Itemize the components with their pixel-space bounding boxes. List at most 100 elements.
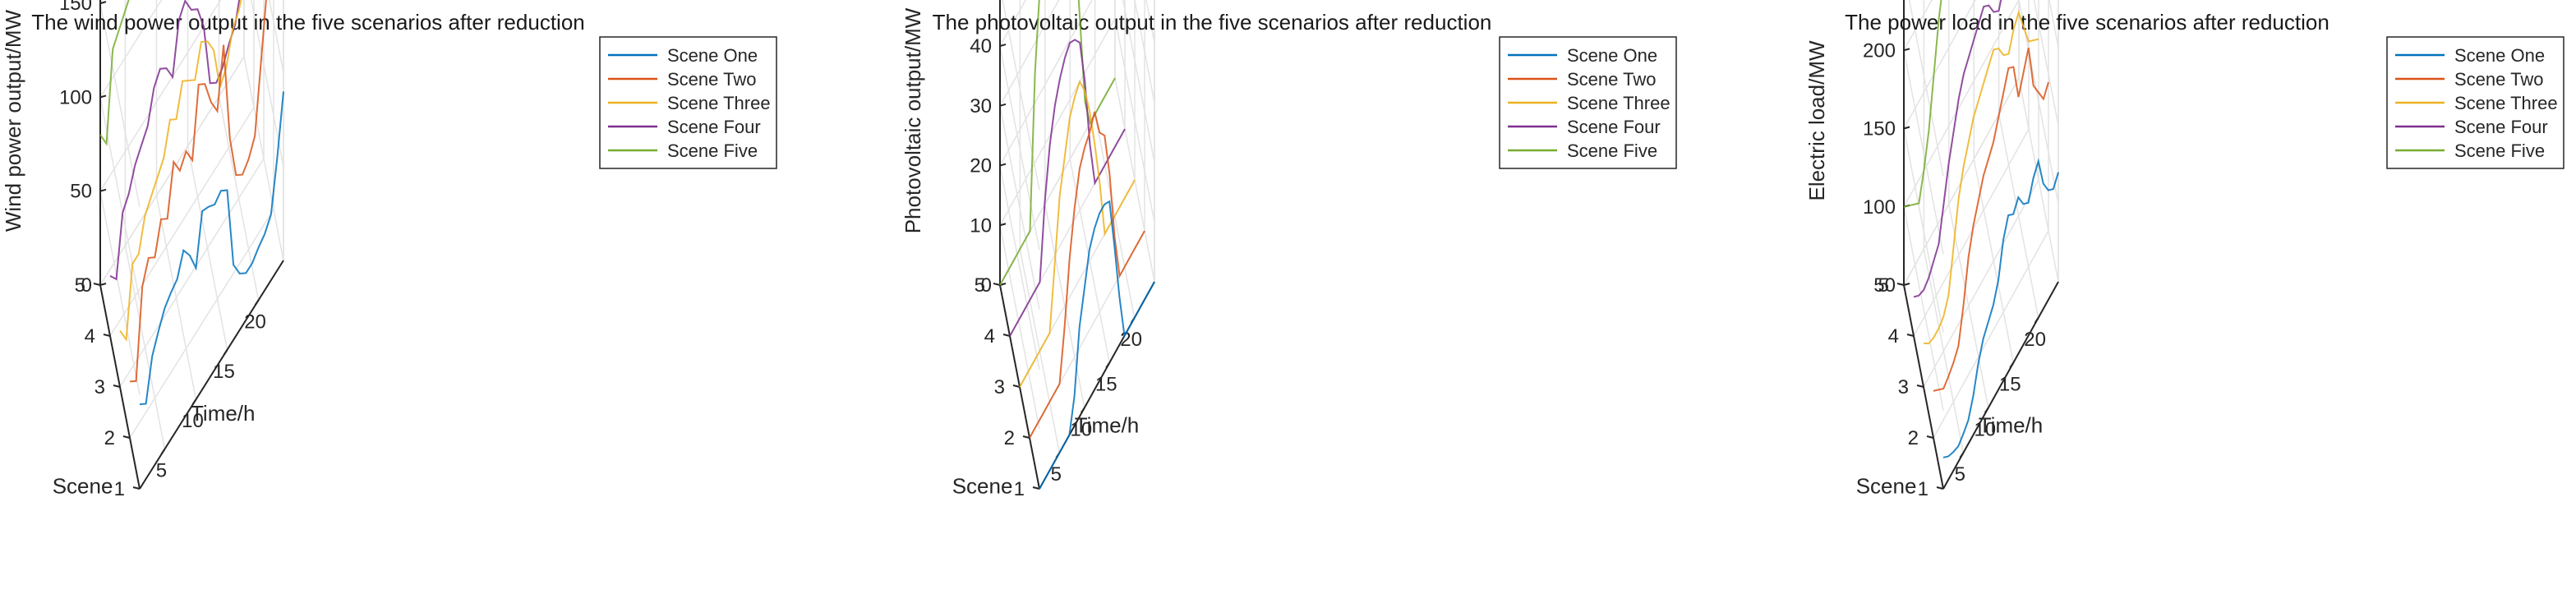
z-tick-label: 100 [59, 86, 92, 108]
series-line-5 [999, 0, 1116, 286]
grid-line [109, 107, 255, 337]
z-tick-label: 100 [1863, 196, 1896, 219]
scene-tick [1936, 486, 1944, 490]
legend-label-4: Scene Four [2454, 117, 2548, 137]
z-tick-label: 30 [970, 95, 992, 117]
z-tick [999, 44, 1007, 48]
time-tick-label: 10 [1974, 418, 1996, 440]
scene-tick-label: 2 [1908, 427, 1919, 449]
z-tick [1903, 283, 1910, 286]
series-line-4 [109, 0, 241, 281]
chart-title: The photovoltaic output in the five scen… [933, 10, 1492, 35]
series-line-3 [119, 0, 242, 343]
grid-line [1903, 206, 1944, 411]
z-tick-label: 0 [81, 274, 92, 297]
z-tick-label: 10 [970, 214, 992, 237]
series-line-4 [1913, 0, 2002, 298]
grid-line [999, 0, 1093, 166]
legend-label-1: Scene One [1567, 45, 1657, 66]
scene-tick-label: 3 [994, 376, 1005, 398]
series-line-1 [1942, 158, 2059, 458]
legend-label-3: Scene Three [667, 93, 771, 113]
grid-line [99, 0, 104, 4]
grid-line [1933, 230, 2049, 439]
time-tick-label: 20 [244, 311, 266, 333]
scene-tick-label: 1 [1014, 478, 1025, 500]
scene-tick [1906, 334, 1915, 337]
grid-line [999, 17, 1116, 226]
series-line-2 [1933, 48, 2049, 392]
grid-line [119, 158, 265, 388]
scene-tick [1022, 435, 1030, 439]
time-tick [160, 449, 166, 455]
scene-tick-label: 4 [1888, 325, 1899, 348]
scene-tick-label: 2 [1004, 427, 1015, 449]
legend-label-1: Scene One [667, 45, 758, 66]
time-tick [2009, 362, 2015, 369]
z-tick-label: 20 [970, 155, 992, 177]
z-axis-label: Wind power output/MW [1, 9, 25, 232]
legend-label-4: Scene Four [1567, 117, 1661, 137]
z-tick [999, 223, 1007, 227]
scene-tick-label: 4 [85, 325, 95, 348]
grid-line [2048, 0, 2059, 48]
z-axis-label: Photovoltaic output/MW [901, 7, 925, 233]
scene-tick-label: 1 [114, 478, 125, 500]
grid-line [129, 209, 274, 439]
grid-line [1145, 0, 1155, 44]
time-tick [1080, 407, 1085, 413]
z-tick-label: 150 [59, 0, 92, 15]
z-tick-label: 40 [970, 35, 992, 58]
time-axis [139, 260, 284, 490]
time-tick [223, 349, 228, 356]
scene-tick-label: 5 [1878, 274, 1889, 297]
z-tick [99, 283, 107, 286]
scene-tick [1896, 283, 1905, 286]
grid-line [269, 0, 284, 73]
scene-tick-label: 2 [104, 427, 115, 449]
time-tick-label: 20 [2024, 329, 2046, 351]
scene-axis-label: Scene [53, 474, 113, 499]
scene-tick [1926, 435, 1934, 439]
z-tick [99, 94, 107, 99]
series-line-5 [99, 0, 130, 146]
z-tick-label: 50 [70, 181, 92, 203]
grid-line [99, 191, 141, 395]
time-tick [254, 299, 260, 306]
legend-label-5: Scene Five [1567, 140, 1657, 161]
grid-line [99, 0, 163, 98]
time-tick-label: 15 [213, 361, 235, 383]
scene-tick [93, 283, 101, 286]
scene-tick-label: 1 [1918, 478, 1929, 500]
grid-line [1903, 0, 1933, 51]
legend-label-2: Scene Two [1567, 69, 1656, 90]
z-tick-label: 0 [981, 274, 992, 297]
legend-label-3: Scene Three [1567, 93, 1670, 113]
grid-line [99, 97, 141, 302]
series-line-2 [129, 0, 267, 383]
grid-line [1903, 0, 1976, 129]
scene-tick-label: 5 [975, 274, 985, 297]
scene-tick-label: 3 [94, 376, 105, 398]
scene-tick [103, 334, 111, 337]
time-tick-label: 15 [1999, 374, 2021, 396]
grid-line [1923, 179, 2039, 388]
z-tick [1903, 126, 1910, 130]
scene-tick-label: 5 [75, 274, 85, 297]
time-tick-label: 15 [1095, 374, 1117, 396]
scene-tick [1002, 334, 1011, 337]
chart-title: The power load in the five scenarios aft… [1845, 10, 2329, 35]
scene-axis-label: Scene [952, 474, 1013, 499]
time-tick [191, 398, 197, 405]
scene-tick-label: 4 [984, 325, 995, 348]
grid-line [1913, 128, 2030, 337]
time-tick-label: 5 [1955, 463, 1965, 486]
chart-title: The wind power output in the five scenar… [31, 10, 585, 35]
time-axis-label: Time/h [191, 401, 256, 426]
grid-line [999, 225, 1040, 430]
scene-tick [993, 283, 1001, 286]
grid-line [999, 0, 1060, 107]
time-tick [2034, 317, 2039, 324]
